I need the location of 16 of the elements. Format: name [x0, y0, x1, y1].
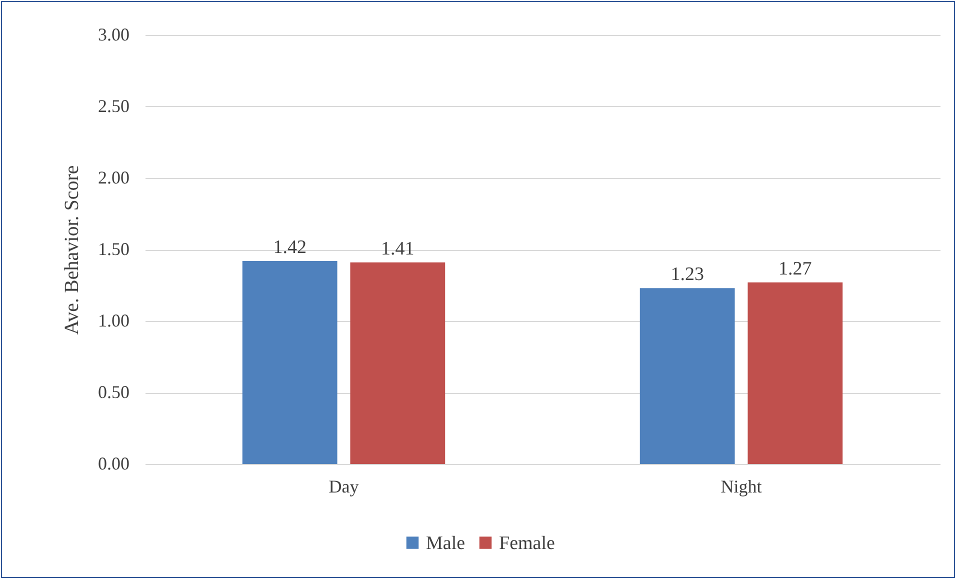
y-tick-label: 0.00 [98, 454, 130, 474]
y-tick-label: 1.50 [98, 239, 130, 259]
y-tick-label: 0.50 [98, 382, 130, 402]
x-tick-label: Day [328, 476, 359, 496]
y-tick-label: 1.00 [98, 310, 130, 330]
y-tick-label: 2.00 [98, 168, 130, 188]
y-axis-title: Ave. Behavior. Score [61, 165, 83, 335]
y-tick-label: 2.50 [98, 96, 130, 116]
data-label: 1.27 [778, 258, 812, 280]
data-label: 1.41 [381, 238, 414, 260]
legend-label: Female [499, 532, 555, 554]
x-tick-label: Night [720, 476, 762, 496]
legend-label: Male [426, 532, 466, 554]
data-label: 1.23 [670, 264, 704, 286]
data-label: 1.42 [273, 236, 306, 258]
y-tick-label: 3.00 [98, 24, 130, 44]
